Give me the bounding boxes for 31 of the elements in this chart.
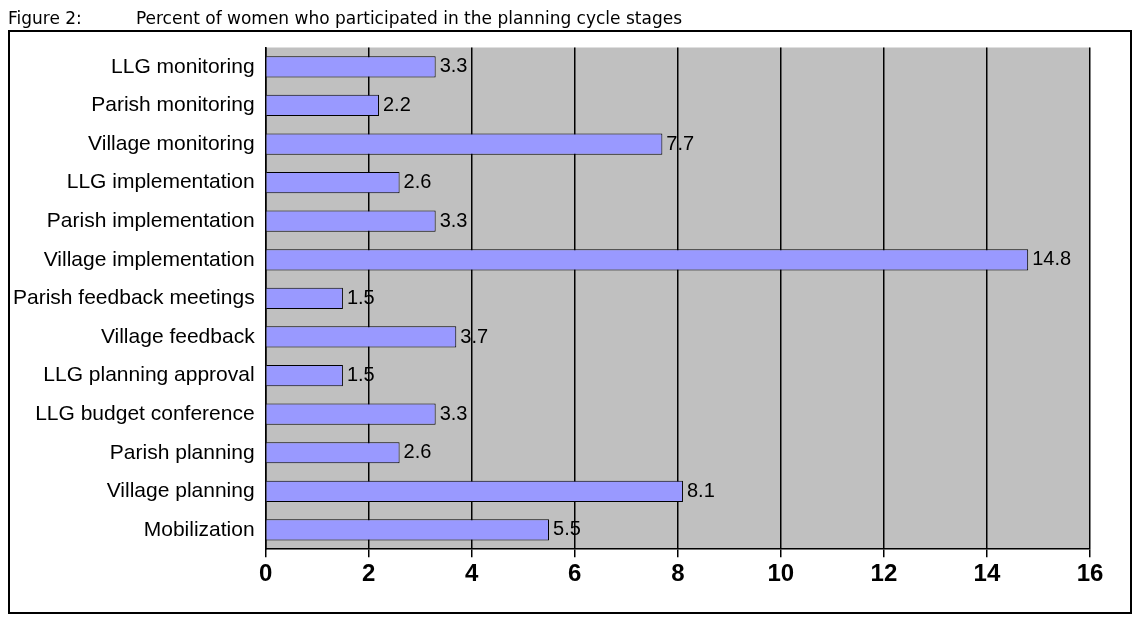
x-tick-label: 14 (973, 559, 1001, 587)
x-tick-label: 2 (362, 559, 376, 587)
y-tick-label: LLG implementation (66, 169, 255, 193)
x-tick-label: 12 (870, 559, 898, 587)
data-label: 14.8 (1032, 247, 1072, 270)
data-label: 8.1 (686, 478, 715, 501)
data-label: 2.2 (382, 92, 411, 115)
x-tick-label: 8 (671, 559, 685, 587)
x-tick-label: 0 (258, 559, 273, 587)
y-tick-label: Parish monitoring (91, 92, 255, 116)
x-tick-label: 4 (465, 559, 480, 587)
y-tick-label: Parish implementation (46, 208, 255, 232)
y-tick-label: Village feedback (100, 323, 256, 347)
y-tick-label: Parish feedback meetings (12, 285, 255, 309)
data-label: 3.3 (439, 208, 468, 231)
y-tick-label: Mobilization (143, 516, 255, 540)
data-label: 2.6 (403, 170, 432, 193)
y-tick-label: Village monitoring (88, 130, 255, 154)
chart-title: Figure 2: Percent of women who participated in the planning cycle stages (8, 8, 683, 28)
data-label: 3.3 (439, 401, 468, 424)
x-tick-label: 16 (1076, 559, 1104, 587)
y-tick-label: LLG planning approval (43, 362, 255, 386)
y-tick-label: Village implementation (43, 246, 255, 270)
y-tick-label: LLG monitoring (111, 53, 255, 77)
data-label: 3.3 (439, 54, 468, 77)
x-tick-label: 6 (568, 559, 582, 587)
y-tick-label: LLG budget conference (35, 400, 255, 424)
data-label: 2.6 (403, 440, 432, 463)
x-tick-label: 10 (767, 559, 795, 587)
y-tick-label: Parish planning (109, 439, 255, 463)
y-tick-label: Village planning (106, 478, 255, 502)
